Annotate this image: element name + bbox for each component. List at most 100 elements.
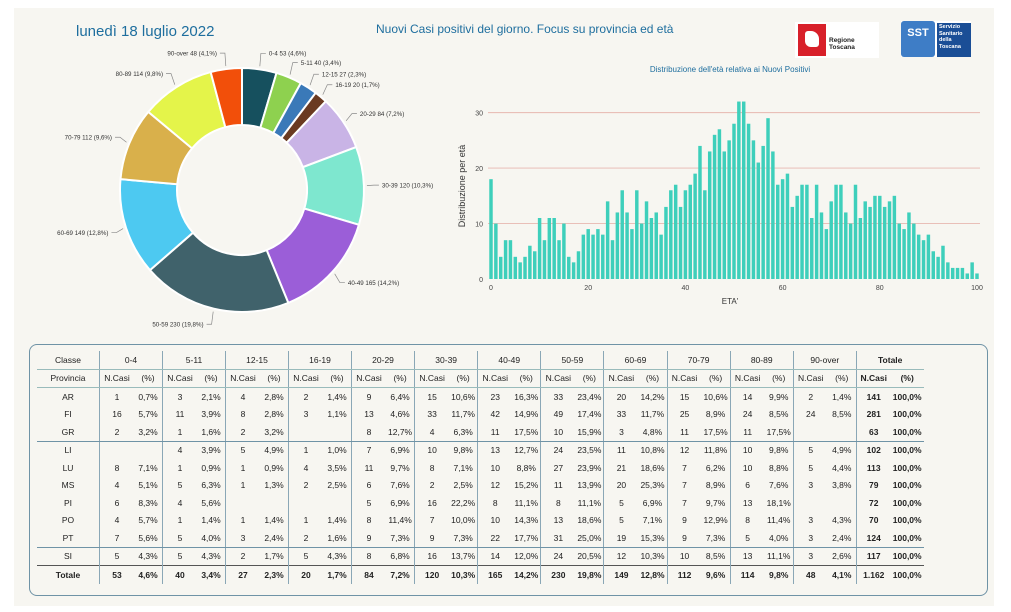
percent-cell: 11,4% [386,511,416,529]
age-bar [567,256,571,279]
cases-cell: 20 [616,391,627,402]
total-percent-cell: 100,0% [892,409,922,420]
pie-leader-line [309,73,319,86]
percent-cell: 8,9% [701,405,731,423]
cases-cell: 33 [427,409,437,420]
percent-cell [134,441,163,459]
cases-cell [288,423,323,442]
percent-cell: 8,5% [827,405,857,423]
age-bar [766,118,770,279]
x-tick-label: 0 [489,285,493,292]
age-distribution-bar-chart: 0 10 20 30 0 20 40 60 80 100 Distribuzione dell'et… [457,65,983,306]
cases-cell: 11 [553,480,563,491]
age-bar [853,184,858,279]
total-cases-cell: 281 [866,409,881,420]
bar-chart-title: Distribuzione dell'età relativa ai Nuovi… [650,65,810,74]
cases-cell: 13 [490,445,500,456]
cases-cell: 15 [679,391,690,402]
cases-cell: 4 [240,391,246,402]
percent-cell: 5,6% [134,529,163,548]
percent-cell: 7,1% [638,511,668,529]
percent-cell: 4,6% [386,405,416,423]
cases-cell: 2 [288,529,323,548]
cases-cell: 7 [366,445,372,456]
percent-cell: 3,8% [827,476,857,494]
x-tick-label: 40 [682,285,690,292]
percent-cell: 11,1% [575,494,605,512]
cases-cell: 33 [616,409,627,420]
table-row: LI 4 3,9% 5 4,9% 1 1,0% 7 6,9% 10 9,8% 13 12,7% 24 23,… [37,441,924,459]
percent-cell: 23,9% [575,459,605,477]
age-bar [615,212,620,279]
age-bar [610,240,615,279]
percent-subheader: (%) [134,369,163,388]
percent-cell: 18,6% [575,511,605,529]
percent-cell: 1,4% [260,511,289,529]
age-bar [620,190,624,279]
cases-cell: 12 [616,551,627,562]
percent-cell: 9,8% [449,441,479,459]
cases-cell: 3 [177,391,183,402]
cases-cell: 11 [730,423,765,442]
total-group-percent-cell: 2,3% [260,565,289,584]
percent-cell: 17,5% [764,423,794,442]
percent-cell [260,494,289,512]
percent-cell: 4,9% [260,441,289,459]
age-bar [693,173,697,279]
percent-cell: 6,4% [386,387,416,406]
cases-cell: 2 [99,423,134,442]
total-percent-cell: 100,0% [890,529,924,548]
percent-cell: 2,4% [260,529,289,548]
cases-cell: 1 [303,445,309,456]
percent-cell: 2,8% [260,405,289,423]
percent-subheader: (%) [512,369,542,388]
total-group-cases-cell: 114 [730,565,765,584]
percent-subheader: (%) [575,369,605,388]
cases-cell: 25 [679,409,690,420]
total-cases-cell: 79 [869,480,879,491]
age-bar [902,229,906,279]
age-bar [489,179,493,279]
total-percent-cell: 100,0% [892,497,922,508]
totale-header: Totale [856,351,924,370]
age-bar [722,151,727,279]
age-bar [907,212,911,279]
y-axis-label: Distribuzione per età [457,145,467,228]
province-age-table: Classe 0-4 5-11 12-15 16-19 20-29 30-39 40-49 50… [37,351,924,584]
age-bar [537,218,542,279]
age-bar [844,212,848,279]
cases-cell: 1 [303,515,309,526]
cases-cell [793,423,828,442]
percent-cell: 5,7% [134,511,163,529]
n-casi-subheader: N.Casi [99,369,134,388]
age-bar [669,190,673,279]
percent-cell: 4,8% [638,423,668,442]
age-group-header: 30-39 [414,351,479,370]
total-cases-cell: 117 [866,551,881,562]
cases-cell: 4 [177,445,183,456]
cases-cell: 11 [667,423,702,442]
age-bar [785,173,790,279]
percent-cell: 16,3% [512,387,542,406]
regione-toscana-logo-text: Regione Toscana [829,37,855,51]
age-group-header: 40-49 [477,351,542,370]
cases-cell: 24 [742,409,753,420]
age-bar [776,184,780,279]
cases-cell: 16 [112,409,122,420]
cases-cell: 16 [427,497,437,508]
percent-cell: 10,8% [638,441,668,459]
age-bar [596,229,600,279]
percent-cell: 17,5% [701,423,731,442]
cases-cell: 8 [492,497,498,508]
age-bar [926,234,931,279]
cases-cell: 8 [240,409,246,420]
classe-header: Classe [37,351,100,370]
percent-cell: 1,4% [323,387,352,406]
total-row: Totale 53 4,6% 40 3,4% 27 2,3% 20 1,7% 84 7,2% 120 1… [37,565,924,584]
percent-cell: 8,8% [512,459,542,477]
cases-cell: 10 [427,445,437,456]
age-bar [761,145,765,279]
cases-cell: 7 [682,497,687,508]
percent-cell: 9,9% [764,387,794,406]
cases-cell: 2 [240,551,246,562]
